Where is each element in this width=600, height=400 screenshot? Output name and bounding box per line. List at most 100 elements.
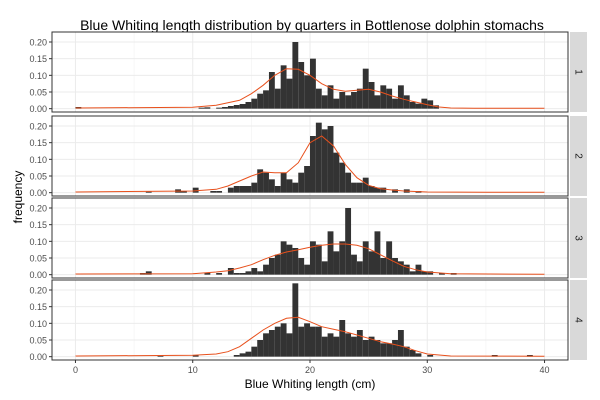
histogram-bar (380, 343, 387, 357)
histogram-bar (374, 95, 381, 109)
y-tick-label: 0.15 (29, 220, 47, 230)
histogram-bar (315, 244, 322, 275)
histogram-bar (415, 103, 422, 109)
histogram-bar (292, 248, 299, 275)
histogram-bar (386, 88, 393, 109)
y-tick-label: 0.10 (29, 155, 47, 165)
histogram-bar (239, 273, 246, 275)
histogram-bar (257, 169, 264, 193)
histogram-bar (356, 182, 363, 193)
y-tick-label: 0.20 (29, 204, 47, 214)
facet-strip (570, 280, 587, 360)
histogram-bar (380, 258, 387, 275)
histogram-bar (216, 107, 223, 109)
histogram-bar (321, 129, 328, 193)
histogram-bar (362, 68, 369, 109)
histogram-bar (227, 187, 234, 193)
histogram-bar (239, 186, 246, 193)
histogram-bar (251, 268, 258, 275)
histogram-bar (239, 104, 246, 109)
histogram-bar (263, 90, 269, 109)
histogram-bar (263, 333, 269, 357)
histogram-bar (403, 264, 410, 275)
histogram-bar (386, 241, 393, 275)
histogram-bar (227, 106, 234, 109)
histogram-bar (345, 95, 352, 109)
histogram-bar (321, 261, 328, 275)
histogram-bar (204, 273, 211, 275)
histogram-bar (409, 102, 416, 109)
histogram-bar (245, 351, 252, 357)
histogram-bar (274, 326, 281, 357)
histogram-bar (427, 100, 434, 109)
histogram-bar (327, 333, 334, 357)
histogram-bar (292, 182, 299, 193)
histogram-bar (251, 98, 258, 109)
histogram-bar (392, 340, 398, 357)
y-tick-label: 0.20 (29, 38, 47, 48)
y-tick-label: 0.10 (29, 319, 47, 329)
histogram-bar (274, 254, 281, 275)
histogram-bar (409, 350, 416, 357)
histogram-bar (327, 231, 334, 275)
histogram-bar (380, 187, 387, 193)
facet-strip-label: 4 (573, 317, 584, 323)
histogram-bar (392, 189, 398, 193)
facet-panel-4: 0.00 0.05 0.10 0.15 0.20 4 (29, 279, 587, 362)
histogram-bar (192, 187, 199, 193)
histogram-bar (257, 271, 264, 275)
histogram-bar (233, 273, 240, 275)
panel-border (51, 197, 569, 279)
histogram-bar (392, 258, 398, 275)
histogram-bar (351, 336, 357, 357)
histogram-bar (286, 78, 293, 109)
histogram-bar (368, 82, 375, 109)
histogram-bar (280, 323, 287, 357)
y-tick-label: 0.20 (29, 286, 47, 296)
density-curve (75, 243, 545, 275)
histogram-bar (374, 187, 381, 193)
x-tick-label: 0 (73, 365, 78, 375)
y-tick-label: 0.00 (29, 104, 47, 114)
y-tick-label: 0.05 (29, 88, 47, 98)
histogram-bar (433, 105, 439, 109)
x-axis-label: Blue Whiting length (cm) (245, 377, 376, 391)
x-tick-label: 20 (305, 365, 315, 375)
histogram-bar (351, 254, 357, 275)
histogram-bar (339, 92, 346, 109)
facet-panel-3: 0.00 0.05 0.10 0.15 0.20 3 (29, 197, 587, 280)
histogram-bar (298, 62, 305, 109)
histogram-bar (227, 268, 234, 275)
y-axis-label: frequency (11, 171, 25, 224)
facet-strip-label: 2 (573, 153, 584, 159)
histogram-bar (421, 271, 428, 275)
x-tick-label: 30 (422, 365, 432, 375)
histogram-bar (181, 191, 187, 193)
histogram-bar (239, 353, 246, 357)
histogram-bar (263, 264, 269, 275)
histogram-bar (210, 191, 217, 193)
histogram-bar (304, 166, 310, 193)
x-tick-label: 40 (540, 365, 550, 375)
x-tick-label: 10 (188, 365, 198, 375)
y-tick-label: 0.05 (29, 254, 47, 264)
y-tick-label: 0.00 (29, 270, 47, 280)
histogram-bar (268, 179, 275, 193)
histogram-bar (403, 346, 410, 357)
histogram-bar (392, 98, 398, 109)
histogram-bar (245, 102, 252, 109)
histogram-bar (257, 93, 264, 109)
y-tick-label: 0.20 (29, 122, 47, 132)
panel-border (51, 31, 569, 113)
histogram-bar (374, 340, 381, 357)
histogram-bar (204, 107, 211, 109)
histogram-bar (280, 241, 287, 275)
histogram-bar (415, 353, 422, 357)
y-tick-label: 0.00 (29, 188, 47, 198)
histogram-bar (315, 326, 322, 357)
histogram-bar (304, 264, 310, 275)
histogram-bar (362, 340, 369, 357)
histogram-bar (427, 355, 434, 357)
histogram-bar (403, 95, 410, 109)
histogram-bar (439, 273, 445, 275)
